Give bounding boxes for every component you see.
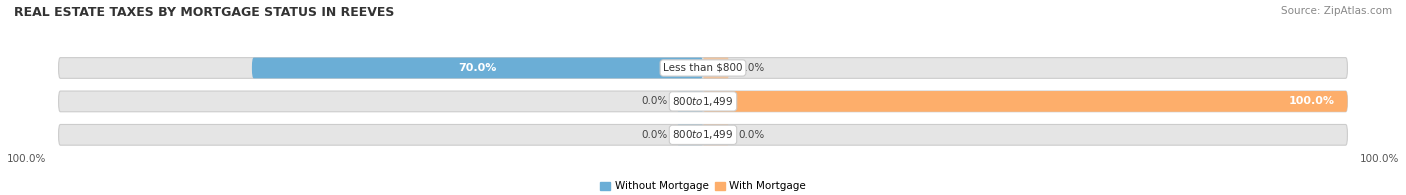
FancyBboxPatch shape <box>252 58 703 78</box>
Text: $800 to $1,499: $800 to $1,499 <box>672 95 734 108</box>
FancyBboxPatch shape <box>703 58 728 78</box>
Text: 70.0%: 70.0% <box>458 63 496 73</box>
Text: 100.0%: 100.0% <box>7 154 46 164</box>
Text: Less than $800: Less than $800 <box>664 63 742 73</box>
Text: 0.0%: 0.0% <box>641 130 668 140</box>
Text: 0.0%: 0.0% <box>641 96 668 106</box>
FancyBboxPatch shape <box>678 91 703 112</box>
FancyBboxPatch shape <box>703 91 1347 112</box>
FancyBboxPatch shape <box>703 124 728 145</box>
Text: REAL ESTATE TAXES BY MORTGAGE STATUS IN REEVES: REAL ESTATE TAXES BY MORTGAGE STATUS IN … <box>14 6 395 19</box>
FancyBboxPatch shape <box>59 91 1347 112</box>
FancyBboxPatch shape <box>59 58 1347 78</box>
Text: 0.0%: 0.0% <box>738 130 765 140</box>
Text: 100.0%: 100.0% <box>1288 96 1334 106</box>
Text: 100.0%: 100.0% <box>1360 154 1399 164</box>
FancyBboxPatch shape <box>59 124 1347 145</box>
Text: 0.0%: 0.0% <box>738 63 765 73</box>
FancyBboxPatch shape <box>678 124 703 145</box>
Text: $800 to $1,499: $800 to $1,499 <box>672 128 734 141</box>
Text: Source: ZipAtlas.com: Source: ZipAtlas.com <box>1281 6 1392 16</box>
Legend: Without Mortgage, With Mortgage: Without Mortgage, With Mortgage <box>596 177 810 195</box>
